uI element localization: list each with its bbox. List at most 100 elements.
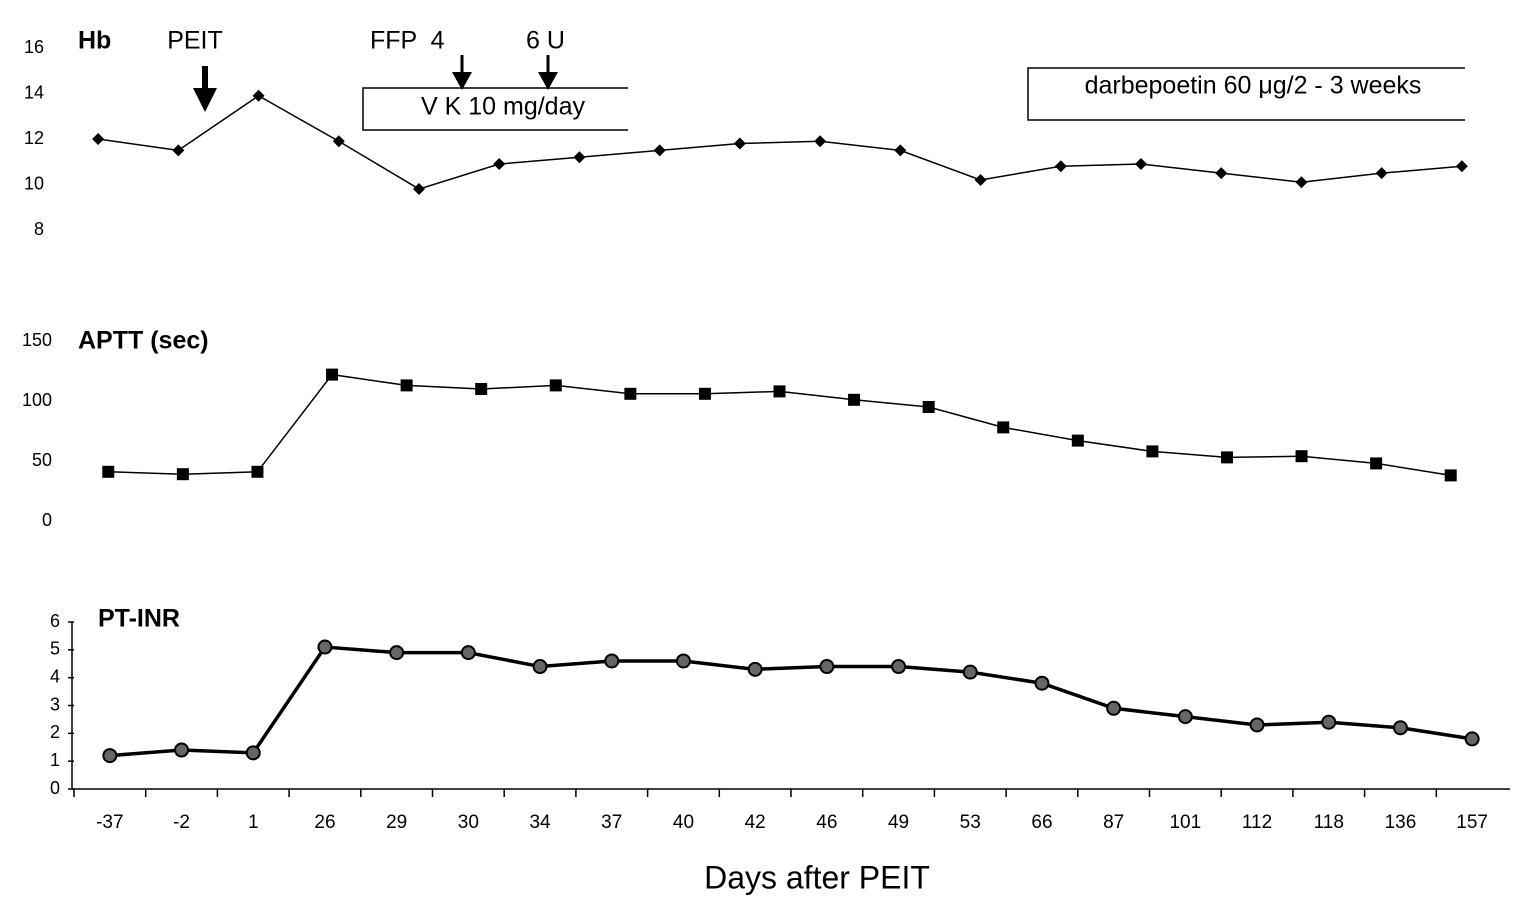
series-line [98, 94, 1462, 190]
y-tick-label: 4 [50, 666, 60, 686]
marker [573, 151, 586, 164]
x-tick-label: 66 [1031, 812, 1052, 833]
marker [252, 89, 265, 102]
marker [974, 173, 987, 186]
y-tick-label: 0 [42, 510, 52, 530]
marker [326, 368, 339, 381]
ptinr-axes [71, 622, 1510, 790]
marker [102, 748, 118, 764]
y-tick-label: 2 [50, 722, 60, 742]
marker [1295, 450, 1308, 463]
marker [245, 745, 261, 761]
marker [997, 421, 1010, 434]
marker [1146, 445, 1159, 458]
marker [814, 135, 827, 148]
y-tick-label: 5 [50, 639, 60, 659]
x-tick-label: 29 [386, 812, 407, 833]
hb-title: Hb [78, 27, 111, 55]
marker [1106, 700, 1122, 716]
marker [389, 645, 405, 661]
marker [894, 144, 907, 157]
x-tick-label: 112 [1242, 812, 1272, 833]
marker [698, 387, 711, 400]
marker [251, 465, 264, 478]
marker [733, 137, 746, 150]
x-tick-label: 53 [960, 812, 981, 833]
x-tick-label: 34 [529, 812, 551, 833]
marker [172, 144, 185, 157]
marker [475, 383, 488, 395]
marker [92, 133, 105, 145]
marker [624, 387, 637, 400]
y-tick-label: 16 [24, 37, 44, 57]
marker [1034, 675, 1050, 691]
y-tick-label: 1 [50, 750, 60, 770]
x-tick-label: 87 [1103, 812, 1124, 833]
marker [532, 659, 548, 675]
marker [1220, 451, 1233, 464]
marker [1392, 720, 1408, 736]
marker [1071, 434, 1084, 447]
series-line [109, 645, 1473, 758]
marker [460, 645, 476, 661]
x-tick-label: 1 [248, 812, 259, 833]
marker [1444, 469, 1457, 482]
y-tick-label: 8 [34, 219, 44, 239]
marker [891, 659, 907, 675]
marker [1295, 176, 1308, 189]
x-tick-label: -2 [173, 812, 190, 833]
annotation-boxes [362, 67, 1465, 131]
x-tick-label: 30 [458, 812, 479, 833]
ptinr-title: PT-INR [98, 605, 180, 633]
marker [962, 664, 978, 680]
x-tick-label: 37 [601, 812, 622, 833]
x-axis-label: Days after PEIT [704, 859, 930, 895]
annotation: FFP 4 [370, 27, 445, 55]
marker [1370, 457, 1383, 470]
marker [604, 653, 620, 669]
marker [1464, 731, 1480, 747]
marker [922, 401, 935, 413]
x-tick-label: 49 [888, 812, 909, 833]
x-tick-label: 42 [745, 812, 766, 833]
marker [176, 468, 189, 481]
marker [1177, 709, 1193, 725]
marker [747, 661, 763, 677]
marker [773, 385, 786, 398]
x-tick-label: 40 [673, 812, 694, 833]
annotation: darbepoetin 60 μg/2 - 3 weeks [1085, 72, 1422, 100]
arrows [193, 55, 558, 112]
marker [1135, 158, 1147, 171]
marker [1375, 167, 1388, 180]
marker [1215, 167, 1228, 180]
marker [317, 639, 333, 655]
x-tick-label: 118 [1314, 812, 1344, 833]
x-tick-label: 157 [1456, 812, 1488, 833]
y-tick-label: 150 [22, 330, 52, 350]
annotation: 6 U [526, 27, 565, 55]
y-tick-label: 6 [50, 611, 60, 631]
marker [1455, 160, 1468, 173]
y-tick-label: 12 [24, 128, 44, 148]
marker [413, 183, 425, 196]
y-tick-label: 50 [32, 450, 52, 470]
x-tick-label: -37 [96, 812, 123, 833]
marker [332, 135, 345, 148]
marker [819, 659, 835, 675]
x-tick-label: 26 [314, 812, 335, 833]
marker [549, 379, 562, 392]
marker [174, 742, 190, 758]
y-tick-label: 10 [24, 173, 44, 193]
y-tick-label: 100 [22, 390, 52, 410]
marker [1321, 714, 1337, 730]
marker [675, 653, 691, 669]
x-tick-label: 46 [816, 812, 837, 833]
x-tick-label: 136 [1385, 812, 1417, 833]
y-tick-label: 14 [24, 82, 44, 102]
annotation: V K 10 mg/day [421, 93, 585, 121]
y-tick-label: 3 [50, 694, 60, 714]
aptt-title: APTT (sec) [78, 327, 209, 355]
marker [400, 379, 413, 392]
marker [493, 158, 506, 171]
